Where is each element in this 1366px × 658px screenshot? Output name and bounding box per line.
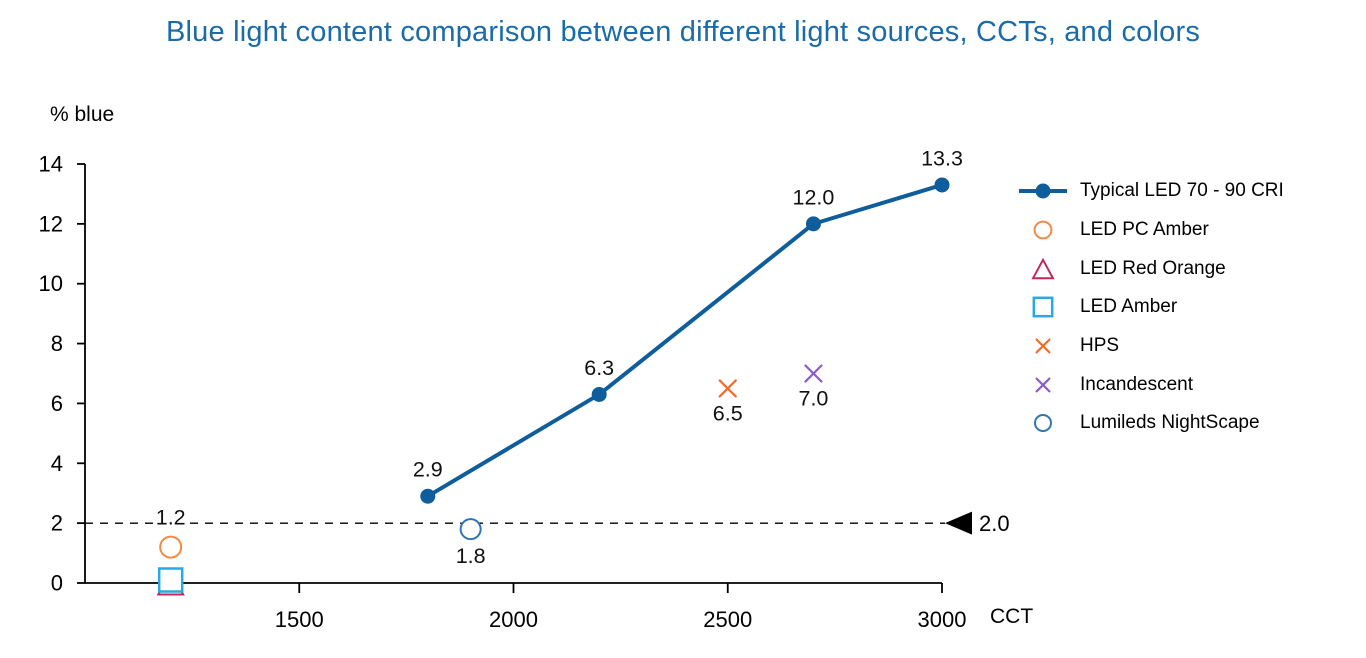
point-marker-square-open — [1032, 296, 1054, 318]
point-marker-x — [1035, 338, 1051, 354]
legend-item: Incandescent — [1016, 365, 1284, 404]
data-labels: 2.9 6.3 12.0 13.3 1.2 6.5 7.0 1.8 — [152, 143, 966, 572]
series-line — [425, 182, 944, 499]
y-tick-label: 12 — [39, 211, 63, 236]
legend-label: HPS — [1080, 335, 1120, 357]
series-3 — [157, 567, 184, 593]
series-5 — [804, 364, 823, 383]
legend-item: HPS — [1016, 327, 1284, 366]
data-label: 6.5 — [713, 401, 743, 425]
x-axis-title: CCT — [990, 605, 1034, 628]
x-tick-label: 1500 — [275, 607, 324, 632]
data-label: 1.2 — [156, 506, 186, 530]
legend-marker-icon — [1019, 183, 1067, 199]
legend-marker-icon — [1034, 414, 1052, 433]
y-tick-label: 14 — [39, 152, 63, 177]
legend-label: LED Red Orange — [1080, 257, 1226, 279]
legend-marker-icon — [1032, 296, 1054, 318]
legend-label: Typical LED 70 - 90 CRI — [1080, 180, 1284, 202]
point-marker-square-open — [157, 567, 184, 593]
data-label: 12.0 — [793, 185, 835, 209]
x-tick-label: 2500 — [703, 607, 752, 632]
legend-marker-icon — [1033, 220, 1053, 240]
data-label: 13.3 — [921, 146, 963, 170]
point-marker-circle-open — [159, 535, 183, 559]
point-marker-x — [1035, 377, 1051, 393]
series-4 — [718, 379, 737, 398]
y-tick-label: 2 — [51, 511, 63, 536]
y-tick-label: 0 — [51, 571, 63, 596]
series-0 — [420, 177, 950, 504]
legend-marker-icon — [1035, 338, 1051, 354]
legend-item: LED Amber — [1016, 288, 1284, 327]
point-marker-x — [804, 364, 823, 383]
reference-arrow-icon — [945, 511, 972, 535]
series-6 — [459, 518, 482, 541]
legend-item: Lumileds NightScape — [1016, 404, 1284, 443]
legend-label: LED Amber — [1080, 296, 1178, 318]
legend-label: Lumileds NightScape — [1080, 412, 1260, 434]
data-label: 6.3 — [584, 356, 614, 380]
y-axis-title: % blue — [50, 103, 115, 126]
point-marker-circle-open — [1034, 414, 1052, 433]
point-marker-circle-filled — [420, 488, 436, 504]
reference-line: 2.0 — [85, 511, 1010, 536]
reference-line-label: 2.0 — [979, 511, 1010, 536]
data-label: 2.9 — [413, 458, 443, 482]
legend: Typical LED 70 - 90 CRI LED PC Amber LED R… — [1016, 172, 1284, 443]
point-marker-circle-filled — [805, 216, 821, 232]
point-marker-circle-filled — [1035, 183, 1051, 199]
point-marker-circle-open — [459, 518, 482, 541]
point-marker-circle-filled — [934, 177, 950, 193]
y-tick-label: 6 — [51, 391, 63, 416]
point-marker-circle-filled — [591, 386, 607, 402]
axes: 0 2 4 6 8 10 12 14 1500 2000 2500 3000 — [39, 152, 967, 633]
legend-label: LED PC Amber — [1080, 219, 1209, 241]
y-tick-label: 8 — [51, 331, 63, 356]
data-label: 7.0 — [799, 387, 829, 411]
legend-marker-icon — [1031, 257, 1055, 279]
point-marker-circle-open — [1033, 220, 1053, 240]
legend-item: LED PC Amber — [1016, 211, 1284, 250]
legend-item: Typical LED 70 - 90 CRI — [1016, 172, 1284, 211]
data-label: 1.8 — [456, 544, 486, 568]
chart-title: Blue light content comparison between di… — [165, 16, 1201, 48]
legend-marker-icon — [1035, 377, 1051, 393]
x-tick-label: 2000 — [489, 607, 538, 632]
series-1 — [159, 535, 183, 559]
point-marker-x — [718, 379, 737, 398]
x-tick-label: 3000 — [918, 607, 967, 632]
legend-label: Incandescent — [1080, 373, 1194, 395]
legend-item: LED Red Orange — [1016, 249, 1284, 288]
point-marker-triangle-open — [1031, 257, 1055, 279]
y-tick-label: 4 — [51, 451, 63, 476]
y-tick-label: 10 — [39, 271, 63, 296]
